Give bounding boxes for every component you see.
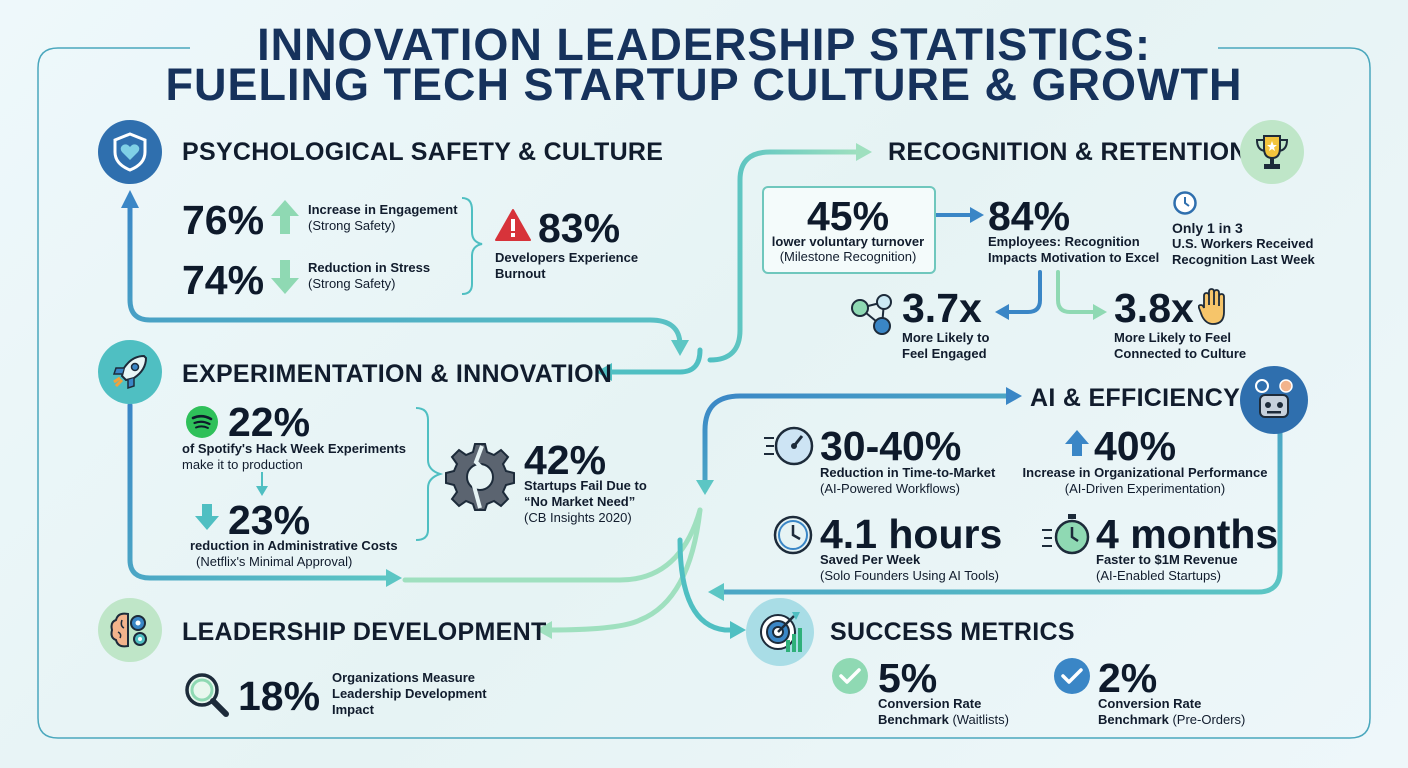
stat-preorder-label2: Benchmark — [1098, 712, 1169, 727]
stat-ttm-value: 30-40% — [820, 423, 962, 469]
stat-engaged-value: 3.7x — [902, 285, 982, 331]
target-chart-icon — [746, 598, 814, 666]
stat-spotify-label2: make it to production — [182, 457, 303, 472]
trophy-icon — [1240, 120, 1304, 184]
arrow-up-icon — [270, 198, 300, 236]
stat-engaged-label1: More Likely to — [902, 330, 990, 345]
stat-connected-label2: Connected to Culture — [1114, 346, 1247, 361]
stat-measure-label1: Organizations Measure — [332, 670, 476, 685]
section-title-success: SUCCESS METRICS — [830, 618, 1075, 646]
stat-perf-value: 40% — [1094, 423, 1177, 469]
stat-ttm-label: Reduction in Time-to-Market — [820, 465, 996, 480]
clock-icon — [1172, 190, 1198, 216]
stat-spotify-value: 22% — [228, 399, 311, 445]
stat-weekly-line3: Recognition Last Week — [1172, 252, 1315, 267]
stat-waitlist-label1: Conversion Rate — [878, 696, 982, 711]
stat-netflix-label1: reduction in Administrative Costs — [190, 538, 398, 553]
stat-measure-label2: Leadership Development — [332, 686, 487, 701]
stat-fail-value: 42% — [524, 437, 607, 483]
stat-fail-sub: (CB Insights 2020) — [524, 510, 632, 525]
check-mint-icon — [832, 658, 868, 694]
stat-weekly-line1: Only 1 in 3 — [1172, 220, 1243, 236]
stat-motivation-label2: Impacts Motivation to Excel — [988, 250, 1160, 265]
stat-fail-label1: Startups Fail Due to — [524, 478, 647, 493]
stat-waitlist-value: 5% — [878, 655, 938, 701]
stat-hours-label: Saved Per Week — [820, 552, 921, 567]
shield-heart-icon — [98, 120, 162, 184]
broken-gear-icon — [444, 440, 516, 512]
stat-preorder-label2b: (Pre-Orders) — [1172, 712, 1246, 727]
stat-measure-label3: Impact — [332, 702, 374, 717]
stat-stress-sub: (Strong Safety) — [308, 276, 396, 291]
stat-months-sub: (AI-Enabled Startups) — [1096, 568, 1222, 583]
stat-weekly-line2: U.S. Workers Received — [1172, 236, 1314, 251]
arrow-down-teal-icon — [194, 502, 220, 532]
stat-perf-sub: (AI-Driven Experimentation) — [1064, 481, 1226, 496]
stat-engagement-value: 76% — [182, 197, 265, 243]
stat-burnout-value: 83% — [538, 205, 621, 251]
stat-motivation-label1: Employees: Recognition — [988, 234, 1140, 249]
rocket-icon — [98, 340, 162, 404]
stat-measure-value: 18% — [238, 673, 321, 719]
stat-engaged-label2: Feel Engaged — [902, 346, 987, 361]
stat-connected-value: 3.8x — [1114, 285, 1194, 331]
stopwatch-icon — [1040, 512, 1092, 556]
stat-netflix-label2: (Netflix's Minimal Approval) — [196, 554, 353, 569]
section-title-ai: AI & EFFICIENCY — [1030, 384, 1241, 412]
section-title-exp: EXPERIMENTATION & INNOVATION — [182, 360, 613, 388]
raised-hand-icon — [1198, 288, 1228, 326]
stat-burnout-label2: Burnout — [495, 266, 546, 281]
arrow-up-blue-icon — [1064, 428, 1090, 458]
stat-waitlist-label2: Benchmark — [878, 712, 949, 727]
stat-connected-label1: More Likely to Feel — [1114, 330, 1232, 345]
stat-months-label: Faster to $1M Revenue — [1096, 552, 1238, 567]
warning-icon — [494, 208, 532, 242]
robot-icon — [1240, 366, 1308, 434]
stat-spotify-label1: of Spotify's Hack Week Experiments — [182, 441, 406, 456]
stat-preorder-value: 2% — [1098, 655, 1158, 701]
clock-large-icon — [772, 514, 814, 556]
stat-engagement-label: Increase in Engagement — [308, 202, 458, 217]
page-title: INNOVATION LEADERSHIP STATISTICS: — [257, 19, 1151, 70]
page-subtitle: FUELING TECH STARTUP CULTURE & GROWTH — [165, 59, 1243, 110]
stat-engagement-sub: (Strong Safety) — [308, 218, 396, 233]
stat-motivation-value: 84% — [988, 193, 1071, 239]
stat-waitlist-label2b: (Waitlists) — [952, 712, 1010, 727]
stat-perf-label: Increase in Organizational Performance — [1022, 465, 1268, 480]
spotify-logo-icon — [186, 406, 218, 438]
stat-turnover-value: 45% — [806, 193, 890, 239]
stat-preorder-label1: Conversion Rate — [1098, 696, 1202, 711]
stat-ttm-sub: (AI-Powered Workflows) — [820, 481, 960, 496]
section-title-lead: LEADERSHIP DEVELOPMENT — [182, 618, 547, 646]
stat-netflix-value: 23% — [228, 497, 311, 543]
magnifier-icon — [182, 670, 232, 718]
stat-fail-label2: “No Market Need” — [524, 494, 636, 509]
brain-gears-icon — [98, 598, 162, 662]
stat-months-value: 4 months — [1096, 511, 1279, 557]
turnover-card — [762, 186, 936, 274]
stat-stress-label: Reduction in Stress — [308, 260, 431, 275]
section-title-recog: RECOGNITION & RETENTION — [888, 138, 1248, 166]
check-blue-icon — [1054, 658, 1090, 694]
section-title-psych: PSYCHOLOGICAL SAFETY & CULTURE — [182, 138, 664, 166]
arrow-down-icon — [270, 258, 300, 296]
stat-turnover-sub: (Milestone Recognition) — [779, 249, 917, 264]
stat-stress-value: 74% — [182, 257, 265, 303]
speedometer-icon — [762, 424, 814, 468]
network-people-icon — [848, 290, 896, 338]
stat-burnout-label1: Developers Experience — [495, 250, 639, 265]
stat-hours-value: 4.1 hours — [820, 511, 1003, 557]
stat-hours-sub: (Solo Founders Using AI Tools) — [820, 568, 999, 583]
stat-turnover-label: lower voluntary turnover — [771, 234, 925, 249]
